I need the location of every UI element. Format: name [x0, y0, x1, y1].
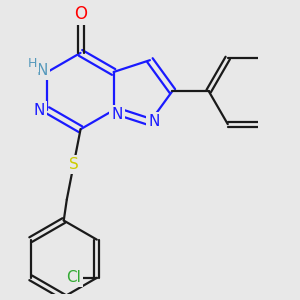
Text: N: N: [37, 63, 48, 78]
Text: Cl: Cl: [67, 270, 81, 285]
Text: H: H: [28, 57, 37, 70]
Text: S: S: [69, 157, 79, 172]
Text: N: N: [34, 103, 45, 118]
Text: O: O: [74, 5, 87, 23]
Text: N: N: [111, 107, 123, 122]
Text: N: N: [148, 115, 160, 130]
